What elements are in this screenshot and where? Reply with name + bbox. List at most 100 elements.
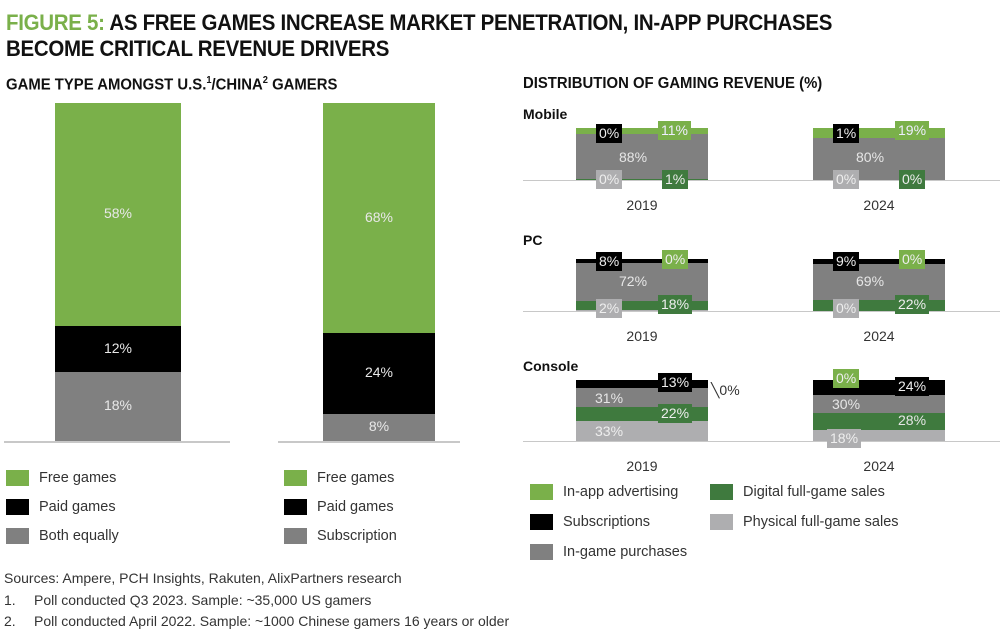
legend-swatch: [530, 514, 553, 530]
data-label-physical-full-game-sales: 0%: [833, 170, 860, 189]
bar-segment-u-s-paid-games: 12%: [55, 325, 181, 372]
year-label-2024: 2024: [863, 328, 895, 344]
data-label: 68%: [364, 208, 394, 225]
bar-segment-console-2024-in-game-purchases: [813, 394, 945, 413]
year-label-2019: 2019: [626, 328, 658, 344]
data-label: 24%: [364, 364, 394, 381]
data-label-physical-full-game-sales: 0%: [596, 170, 623, 189]
legend-item-physical-full-game-sales: Physical full-game sales: [710, 514, 899, 530]
legend-swatch: [530, 484, 553, 500]
legend-item-paid-games: Paid games: [6, 499, 116, 515]
data-label-subscriptions: 24%: [895, 377, 930, 396]
data-label-physical-full-game-sales: 2%: [596, 299, 623, 318]
x-axis-baseline: [523, 311, 1000, 312]
legend-label: Both equally: [39, 528, 119, 544]
legend-label: Subscription: [317, 528, 397, 544]
data-label-in-app-advertising: 11%: [658, 121, 691, 140]
footnote-1: 1. Poll conducted Q3 2023. Sample: ~35,00…: [4, 592, 371, 608]
x-axis-baseline: [4, 441, 230, 443]
footnote-ref-1: 1: [206, 75, 212, 86]
data-label-in-app-advertising: 0%: [899, 250, 926, 269]
legend-label: Paid games: [317, 499, 394, 515]
data-label-in-game-purchases: 72%: [619, 273, 648, 289]
right-chart-title: DISTRIBUTION OF GAMING REVENUE (%): [523, 75, 823, 92]
data-label-physical-full-game-sales: 18%: [827, 429, 862, 448]
footnote-ref-2: 2: [262, 75, 268, 86]
bar-segment-console-2019-subscriptions: [576, 380, 708, 388]
footnote-2: 2. Poll conducted April 2022. Sample: ~10…: [4, 613, 509, 629]
x-axis-baseline: [278, 441, 460, 443]
data-label-digital-full-game-sales: 0%: [899, 170, 926, 189]
footnote-number: 2.: [4, 613, 16, 629]
legend-label: Paid games: [39, 499, 116, 515]
bar-segment-pc-2019-digital-full-game-sales: [576, 300, 708, 310]
legend-label: Free games: [317, 470, 395, 486]
legend-item-in-app-advertising: In-app advertising: [530, 484, 678, 500]
data-label: 18%: [103, 397, 133, 414]
figure-title-text: AS FREE GAMES INCREASE MARKET PENETRATIO…: [6, 10, 833, 61]
data-label-subscriptions: 1%: [833, 124, 860, 143]
data-label-in-app-advertising: 0%: [833, 369, 860, 388]
legend-item-free-games: Free games: [284, 470, 394, 486]
title-part: GAMERS: [267, 76, 338, 94]
data-label-in-app-advertising: 0%: [662, 250, 689, 269]
figure-title: FIGURE 5: AS FREE GAMES INCREASE MARKET …: [6, 10, 917, 62]
legend-item-subscription: Subscription: [284, 528, 397, 544]
panel-title-pc: PC: [523, 232, 543, 248]
bar-segment-china-free-games: 68%: [323, 103, 435, 333]
legend-item-free-games: Free games: [6, 470, 116, 486]
data-label-in-game-purchases: 80%: [856, 149, 885, 165]
year-label-2019: 2019: [626, 458, 658, 474]
bar-segment-console-2019-in-game-purchases: [576, 388, 708, 408]
legend-swatch: [284, 528, 307, 544]
data-label-in-game-purchases: 88%: [619, 149, 648, 165]
data-label-digital-full-game-sales: 22%: [658, 404, 693, 424]
year-label-2019: 2019: [626, 197, 658, 213]
bar-segment-console-2024-digital-full-game-sales: [813, 412, 945, 431]
legend-swatch: [710, 484, 733, 500]
data-label-physical-full-game-sales: 33%: [595, 422, 624, 439]
footnote-text: Poll conducted Q3 2023. Sample: ~35,000 …: [34, 592, 372, 608]
data-label-in-game-purchases: 69%: [856, 273, 885, 289]
data-label-in-app-advertising: ╲0%: [711, 382, 740, 398]
legend-item-digital-full-game-sales: Digital full-game sales: [710, 484, 885, 500]
bar-segment-u-s-free-games: 58%: [55, 103, 181, 326]
year-label-2024: 2024: [863, 197, 895, 213]
legend-label: Subscriptions: [563, 514, 651, 530]
legend-swatch: [6, 499, 29, 515]
data-label: 58%: [103, 205, 133, 222]
bar-segment-china-subscription: 8%: [323, 413, 435, 441]
legend-swatch: [710, 514, 733, 530]
data-label-digital-full-game-sales: 18%: [658, 295, 693, 314]
legend-swatch: [6, 528, 29, 544]
data-label-in-game-purchases: 31%: [595, 389, 624, 406]
data-label-digital-full-game-sales: 22%: [895, 295, 930, 314]
bar-segment-u-s-both-equally: 18%: [55, 371, 181, 441]
bar-segment-mobile-2024-in-app-advertising: [813, 128, 945, 138]
left-chart-title: GAME TYPE AMONGST U.S.1/CHINA2 GAMERS: [6, 75, 337, 94]
data-label-subscriptions: 13%: [658, 373, 693, 392]
legend-swatch: [284, 499, 307, 515]
legend-item-in-game-purchases: In-game purchases: [530, 544, 687, 560]
title-part: GAME TYPE AMONGST U.S.: [6, 76, 207, 94]
data-label-in-game-purchases: 30%: [832, 395, 861, 412]
data-label: 12%: [103, 339, 133, 356]
legend-item-paid-games: Paid games: [284, 499, 394, 515]
title-part: /CHINA: [211, 76, 263, 94]
panel-title-console: Console: [523, 358, 579, 374]
bar-segment-china-paid-games: 24%: [323, 332, 435, 414]
legend-label: Digital full-game sales: [743, 484, 885, 500]
legend-label: Physical full-game sales: [743, 514, 899, 530]
year-label-2024: 2024: [863, 458, 895, 474]
sources-note: Sources: Ampere, PCH Insights, Rakuten, …: [4, 570, 402, 586]
bar-segment-pc-2024-subscriptions: [813, 259, 945, 264]
data-label-digital-full-game-sales: 28%: [898, 411, 927, 428]
bar-segment-mobile-2019-digital-full-game-sales: [576, 179, 708, 180]
x-axis-baseline: [523, 180, 1000, 181]
legend-item-subscriptions: Subscriptions: [530, 514, 650, 530]
data-label: 8%: [368, 418, 390, 435]
legend-swatch: [284, 470, 307, 486]
x-axis-baseline: [523, 441, 1000, 442]
bar-segment-pc-2019-physical-full-game-sales: [576, 309, 708, 311]
